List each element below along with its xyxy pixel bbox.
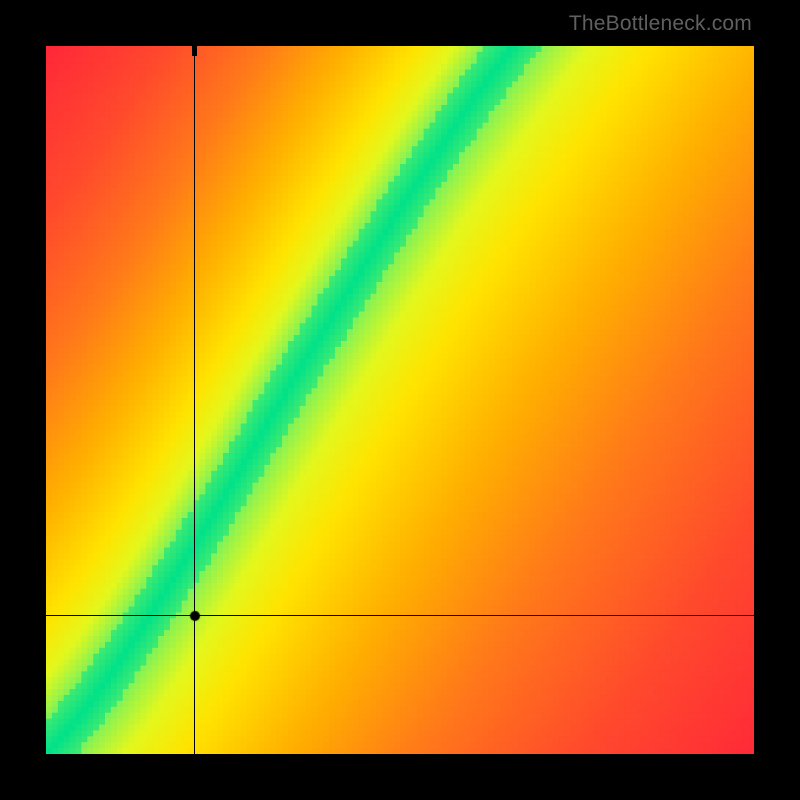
crosshair-horizontal (46, 615, 754, 616)
crosshair-dot (189, 610, 201, 622)
outer-frame: TheBottleneck.com (0, 0, 800, 800)
watermark-text: TheBottleneck.com (569, 12, 752, 36)
heatmap-plot (46, 46, 754, 754)
crosshair-vertical (194, 46, 195, 754)
crosshair-top-tick (192, 46, 197, 56)
